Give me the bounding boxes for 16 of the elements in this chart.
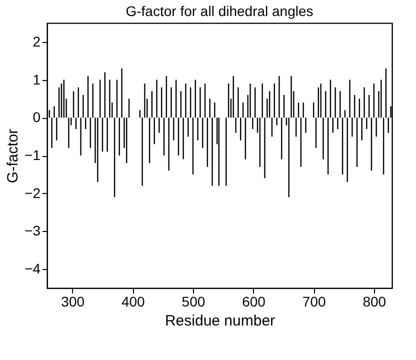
x-tick-label: 500 (182, 294, 206, 310)
x-axis-title: Residue number (164, 312, 276, 330)
y-tick-label: 0 (32, 109, 41, 126)
y-tick-label: −1 (24, 147, 41, 163)
y-tick-label: −4 (24, 260, 41, 277)
x-tick-label: 800 (362, 294, 386, 310)
x-tick-label: 300 (61, 294, 85, 310)
y-tick-label: −2 (24, 184, 41, 201)
x-tick-label: 400 (121, 294, 146, 310)
y-tick-label: 2 (32, 33, 41, 50)
x-tick-label: 700 (302, 294, 326, 310)
y-axis-title: G-factor (4, 128, 22, 184)
chart-title: G-factor for all dihedral angles (126, 3, 314, 19)
y-tick-label: −3 (24, 222, 41, 239)
y-tick-label: 1 (32, 71, 41, 88)
x-tick-label: 600 (242, 294, 266, 310)
